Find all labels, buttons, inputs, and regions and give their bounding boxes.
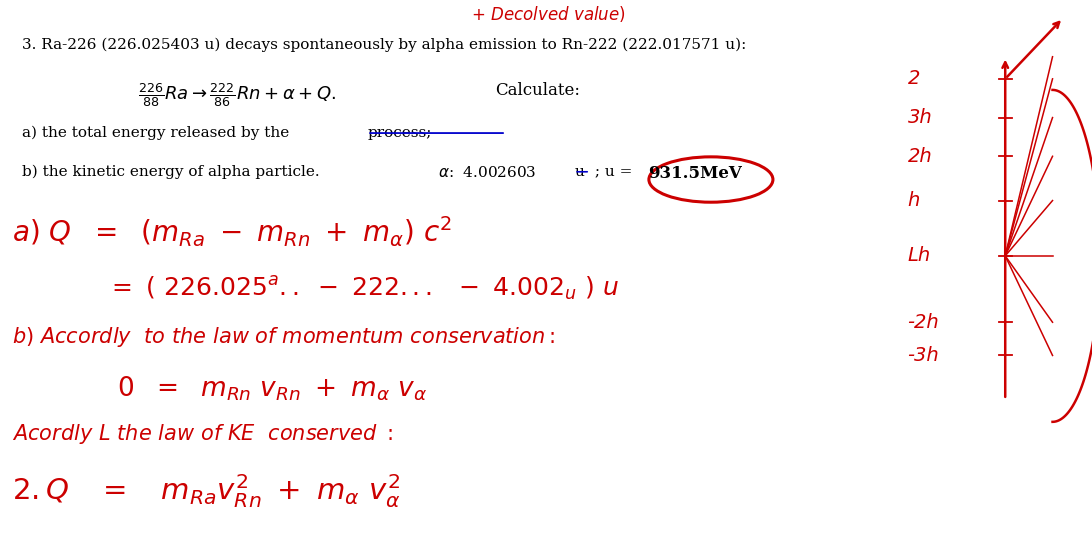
Text: $\mathit{+ \ Decolved \ value)}$: $\mathit{+ \ Decolved \ value)}$	[471, 4, 626, 24]
Text: 3. Ra-226 (226.025403 u) decays spontaneously by alpha emission to Rn-222 (222.0: 3. Ra-226 (226.025403 u) decays spontane…	[23, 37, 747, 52]
Text: 2: 2	[907, 70, 919, 88]
Text: 931.5MeV: 931.5MeV	[648, 165, 741, 182]
Text: 2h: 2h	[907, 147, 933, 166]
Text: $b)\ Accordly\ \ to\ the\ law\ of\ momentum\ conservation:$: $b)\ Accordly\ \ to\ the\ law\ of\ momen…	[12, 325, 556, 349]
Text: b) the kinetic energy of alpha particle.: b) the kinetic energy of alpha particle.	[23, 165, 320, 179]
Text: u: u	[574, 165, 584, 178]
Text: $\alpha$:  4.002603: $\alpha$: 4.002603	[438, 165, 537, 180]
Text: process;: process;	[367, 126, 431, 140]
Text: $0\ \ =\ \ m_{Rn}\ v_{Rn}\ +\ m_{\alpha}\ v_{\alpha}$: $0\ \ =\ \ m_{Rn}\ v_{Rn}\ +\ m_{\alpha}…	[117, 375, 427, 403]
Text: $=\ \left(\ 226.025^{a}..\ -\ 222...\ \ -\ 4.002_{u}\ \right)\ u$: $=\ \left(\ 226.025^{a}..\ -\ 222...\ \ …	[107, 275, 618, 304]
Text: a) the total energy released by the: a) the total energy released by the	[23, 126, 295, 140]
Text: -2h: -2h	[907, 313, 939, 332]
Text: $2.Q\ \ \ =\ \ \ m_{Ra}v_{Rn}^{2}\ +\ m_{\alpha}\ v_{\alpha}^{2}$: $2.Q\ \ \ =\ \ \ m_{Ra}v_{Rn}^{2}\ +\ m_…	[12, 471, 401, 509]
Text: h: h	[907, 191, 919, 210]
Text: $Acordly\ L\ the\ law\ of\ KE\ \ conserved\ :$: $Acordly\ L\ the\ law\ of\ KE\ \ conserv…	[12, 422, 393, 446]
Text: Calculate:: Calculate:	[496, 82, 581, 98]
Text: $\frac{226}{88}Ra \rightarrow \frac{222}{86}Rn + \alpha + Q.$: $\frac{226}{88}Ra \rightarrow \frac{222}…	[138, 82, 336, 110]
Text: 3h: 3h	[907, 108, 933, 127]
Text: ; u =: ; u =	[590, 165, 632, 178]
Text: $a)\ Q\ \ =\ \ \left(m_{Ra}\ -\ m_{Rn}\ +\ m_{\alpha}\right)\ c^{2}$: $a)\ Q\ \ =\ \ \left(m_{Ra}\ -\ m_{Rn}\ …	[12, 215, 452, 249]
Text: -3h: -3h	[907, 346, 939, 365]
Text: Lh: Lh	[907, 246, 930, 265]
